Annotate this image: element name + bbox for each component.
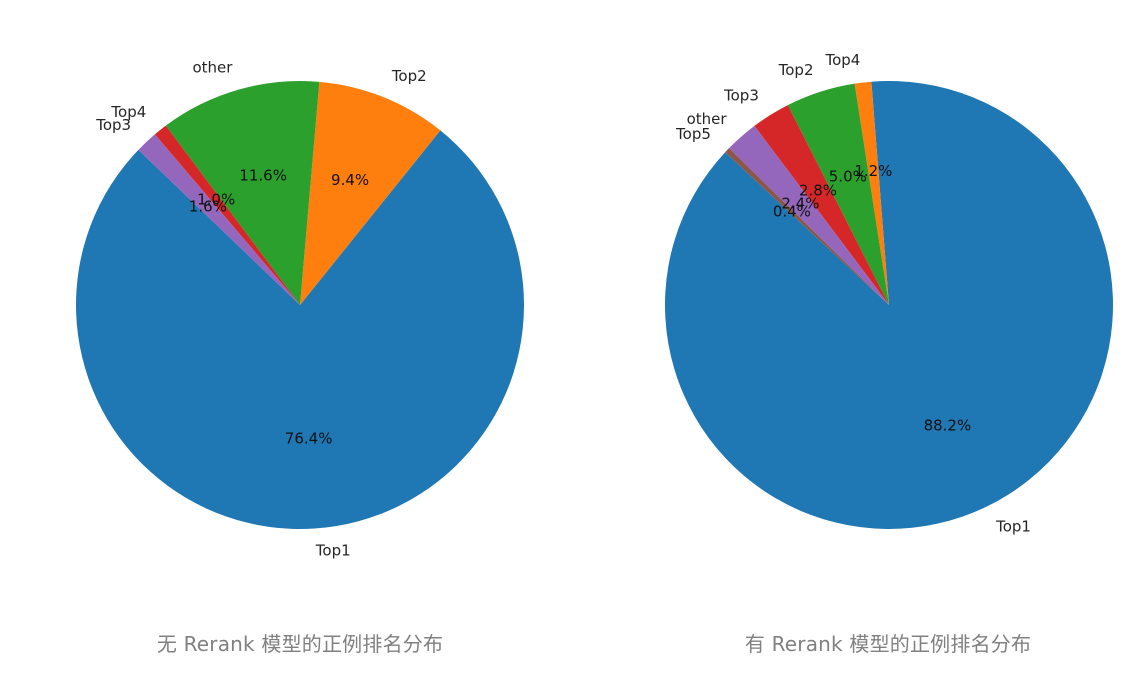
slice-label-top1: Top1 (995, 517, 1031, 535)
pie-slice-top2 (787, 83, 889, 305)
caption-with-rerank: 有 Rerank 模型的正例排名分布 (744, 632, 1032, 656)
slice-label-top1: Top1 (315, 541, 351, 559)
slice-label-other: other (687, 110, 728, 128)
slice-label-top4: Top4 (824, 51, 860, 69)
pie-chart-with-rerank: Top1 88.2% Top4 1.2% Top2 5.0% Top3 2.8% other 2.… (664, 51, 1113, 535)
slice-label-top2: Top2 (778, 61, 814, 79)
pie-slice-top1 (664, 81, 1113, 530)
pct-label-other: 11.6% (239, 166, 287, 184)
pie-slice-other (729, 125, 889, 305)
slice-label-top5: Top5 (675, 125, 711, 143)
pct-label-top2: 9.4% (331, 171, 369, 189)
slice-label-top4: Top4 (110, 103, 146, 121)
slice-label-top3: Top3 (723, 86, 759, 104)
slice-label-top3: Top3 (95, 116, 131, 134)
pie-slice-other (165, 81, 320, 305)
pie-slice-top4 (854, 81, 889, 305)
pie-slice-top3 (754, 105, 889, 305)
pct-label-other: 2.4% (781, 194, 819, 212)
pie-slice-top4 (154, 125, 300, 305)
pct-label-top1: 88.2% (924, 417, 972, 435)
pie-slice-top3 (138, 134, 300, 305)
pct-label-top1: 76.4% (285, 430, 333, 448)
pie-slice-top5 (725, 148, 889, 305)
pct-label-top4: 1.0% (197, 190, 235, 208)
pct-label-top4: 1.2% (854, 162, 892, 180)
pie-chart-without-rerank: Top1 76.4% Top2 9.4% other 11.6% Top4 1.0% Top3 1… (75, 59, 524, 559)
pct-label-top3: 2.8% (799, 181, 837, 199)
pie-slice-top2 (300, 81, 441, 305)
pct-label-top2: 5.0% (829, 168, 867, 186)
slice-label-other: other (192, 59, 233, 77)
slice-label-top2: Top2 (391, 67, 427, 85)
pct-label-top3: 1.6% (189, 198, 227, 216)
pie-slice-top1 (75, 130, 524, 530)
caption-without-rerank: 无 Rerank 模型的正例排名分布 (156, 632, 444, 656)
pct-label-top5: 0.4% (773, 203, 811, 221)
